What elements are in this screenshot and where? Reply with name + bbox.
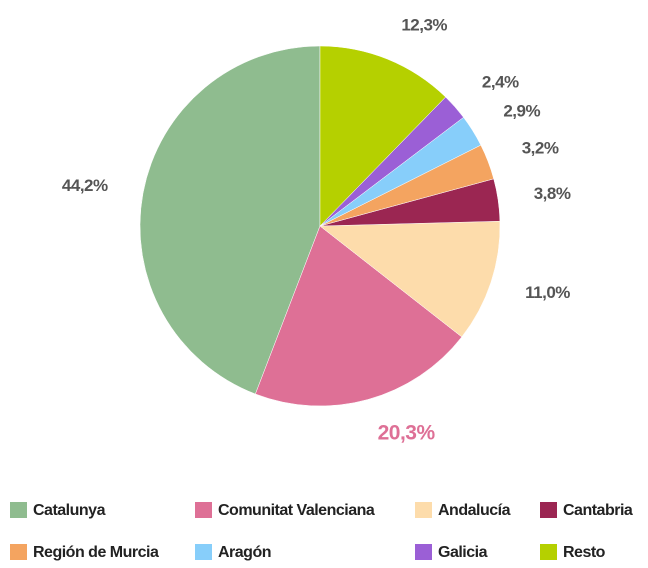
legend-label: Resto [563,544,606,561]
legend-label: Catalunya [33,502,106,519]
value-label: 44,2% [62,176,108,195]
legend-label: Andalucía [438,502,511,519]
pie-slice [139,45,321,395]
legend-label: Comunitat Valenciana [218,502,375,519]
value-label: 2,4% [482,73,519,92]
legend-swatch [540,544,557,560]
pie-slice [255,225,463,407]
legend-swatch [10,502,27,518]
value-label: 3,8% [534,184,571,203]
legend-swatch [415,502,432,518]
legend-swatch [540,502,557,518]
value-label: 3,2% [522,138,559,157]
value-label: 11,0% [525,283,570,302]
value-label: 2,9% [503,101,540,120]
legend-swatch [415,544,432,560]
value-label: 12,3% [401,15,447,34]
pie-slice [319,220,501,338]
legend-swatch [195,544,212,560]
legend-swatch [10,544,27,560]
pie-slice [319,45,446,227]
legend-label: Región de Murcia [33,544,159,561]
legend-label: Galicia [438,544,488,561]
legend-swatch [195,502,212,518]
legend-label: Cantabria [563,502,633,519]
legend-label: Aragón [218,544,271,561]
value-label: 20,3% [378,422,436,445]
